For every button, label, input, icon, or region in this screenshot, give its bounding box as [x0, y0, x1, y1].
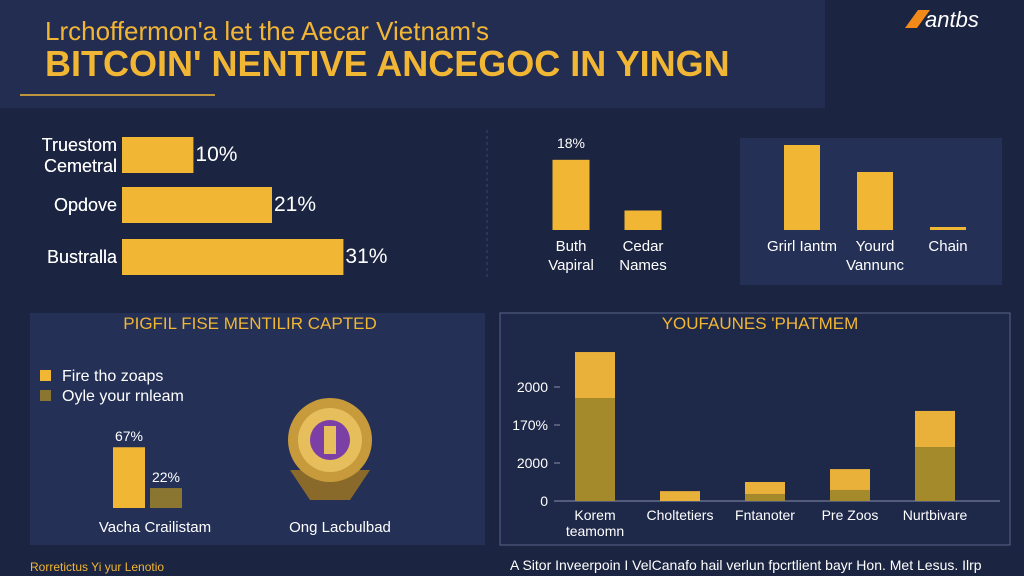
- bar-segment: [830, 469, 870, 490]
- title-line1: Lrchoffermon'a let the Aecar Vietnam's: [45, 16, 489, 46]
- value-label: 21%: [274, 193, 317, 216]
- category-label: Bustralla: [46, 247, 117, 267]
- bar-segment: [745, 494, 785, 501]
- category-label: Vacha Crailistam: [98, 519, 212, 536]
- logo-icon: [905, 10, 930, 28]
- category-label: Truestom Cemetral: [41, 135, 117, 176]
- bar-segment: [660, 491, 700, 501]
- bar: [857, 172, 893, 230]
- panel: [30, 313, 485, 545]
- category-label: Korem teamomn: [565, 507, 625, 539]
- legend-swatch: [40, 390, 51, 401]
- footer-caption: A Sitor Inveerpoin I VelCanafo hail verl…: [510, 557, 982, 573]
- y-tick-label: 2000: [516, 455, 548, 471]
- value-label: 67%: [114, 428, 144, 445]
- title-line2: BITCOIN' NENTIVE ANCEGOC IN YINGN: [45, 43, 730, 84]
- bar: [113, 447, 145, 508]
- value-label: 10%: [195, 143, 238, 166]
- category-label: Yourd Vannunc: [845, 238, 905, 274]
- header-panel: [0, 0, 825, 108]
- coin-illustration: [288, 398, 372, 500]
- category-label: Grirl Iantm: [766, 238, 837, 255]
- bar: [784, 145, 820, 230]
- bar: [150, 488, 182, 508]
- category-label: Fntanoter: [735, 507, 795, 523]
- legend-label: Fire tho zoaps: [62, 368, 164, 385]
- category-label: Cedar Names: [619, 238, 667, 274]
- category-label: Choltetiers: [646, 507, 714, 523]
- bar-segment: [915, 447, 955, 501]
- y-tick-label: 2000: [516, 379, 548, 395]
- annotation: Ong Lacbulbad: [289, 519, 391, 536]
- bar-segment: [575, 398, 615, 501]
- category-label: Nurtbivare: [902, 507, 968, 523]
- bar: [552, 159, 590, 230]
- bar: [930, 227, 966, 230]
- category-label: Pre Zoos: [821, 507, 879, 523]
- y-tick-label: 170%: [512, 417, 548, 433]
- value-label: 18%: [556, 134, 586, 151]
- y-tick-label: 0: [540, 493, 548, 509]
- bar: [122, 137, 194, 173]
- bar: [122, 239, 344, 275]
- category-label: Opdove: [53, 195, 117, 215]
- logo: antbs: [925, 7, 979, 32]
- legend-label: Oyle your rnleam: [62, 388, 184, 405]
- bar-segment: [745, 482, 785, 495]
- chart-title: PIGFIL FISE MENTILIR CAPTED: [123, 314, 377, 333]
- chart-title: YOUFAUNES 'PHATMEM: [661, 314, 859, 333]
- value-label: 31%: [345, 245, 388, 268]
- bar-segment: [915, 410, 955, 448]
- category-label: Buth Vapiral: [548, 238, 594, 274]
- footer-source: Rorretictus Yi yur Lenotio: [30, 560, 165, 574]
- bar-segment: [575, 352, 615, 399]
- legend-swatch: [40, 370, 51, 381]
- bar-segment: [830, 489, 870, 501]
- value-label: 22%: [151, 469, 181, 486]
- bar: [122, 187, 272, 223]
- category-label: Chain: [928, 238, 968, 255]
- bar: [624, 210, 662, 230]
